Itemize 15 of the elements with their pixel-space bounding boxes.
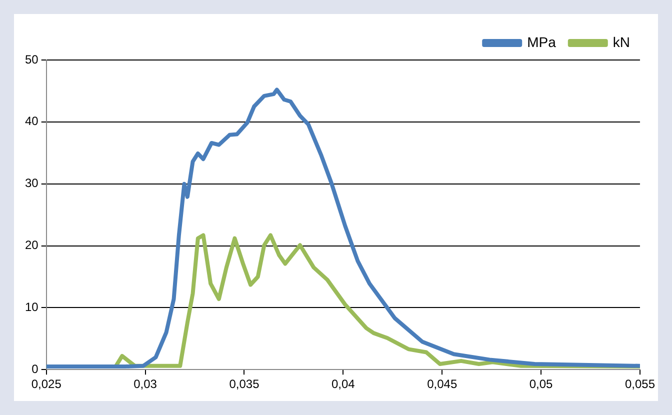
x-tick-label: 0,03	[134, 377, 158, 392]
y-tick-label: 10	[24, 300, 39, 314]
x-tick-label: 0,025	[31, 377, 62, 392]
y-tick-label: 30	[24, 176, 39, 190]
x-tick-label: 0,055	[624, 377, 656, 392]
x-tick-label: 0,035	[229, 377, 260, 392]
x-tick-label: 0,045	[427, 377, 458, 392]
legend-label: MPa	[527, 34, 556, 50]
x-tick-label: 0,04	[331, 377, 356, 392]
y-tick-label: 50	[24, 52, 39, 66]
y-tick-label: 0	[32, 362, 39, 376]
y-tick-label: 20	[24, 238, 39, 252]
y-tick-label: 40	[24, 114, 39, 128]
x-tick-label: 0,05	[529, 377, 554, 392]
legend-label: kN	[612, 34, 630, 50]
